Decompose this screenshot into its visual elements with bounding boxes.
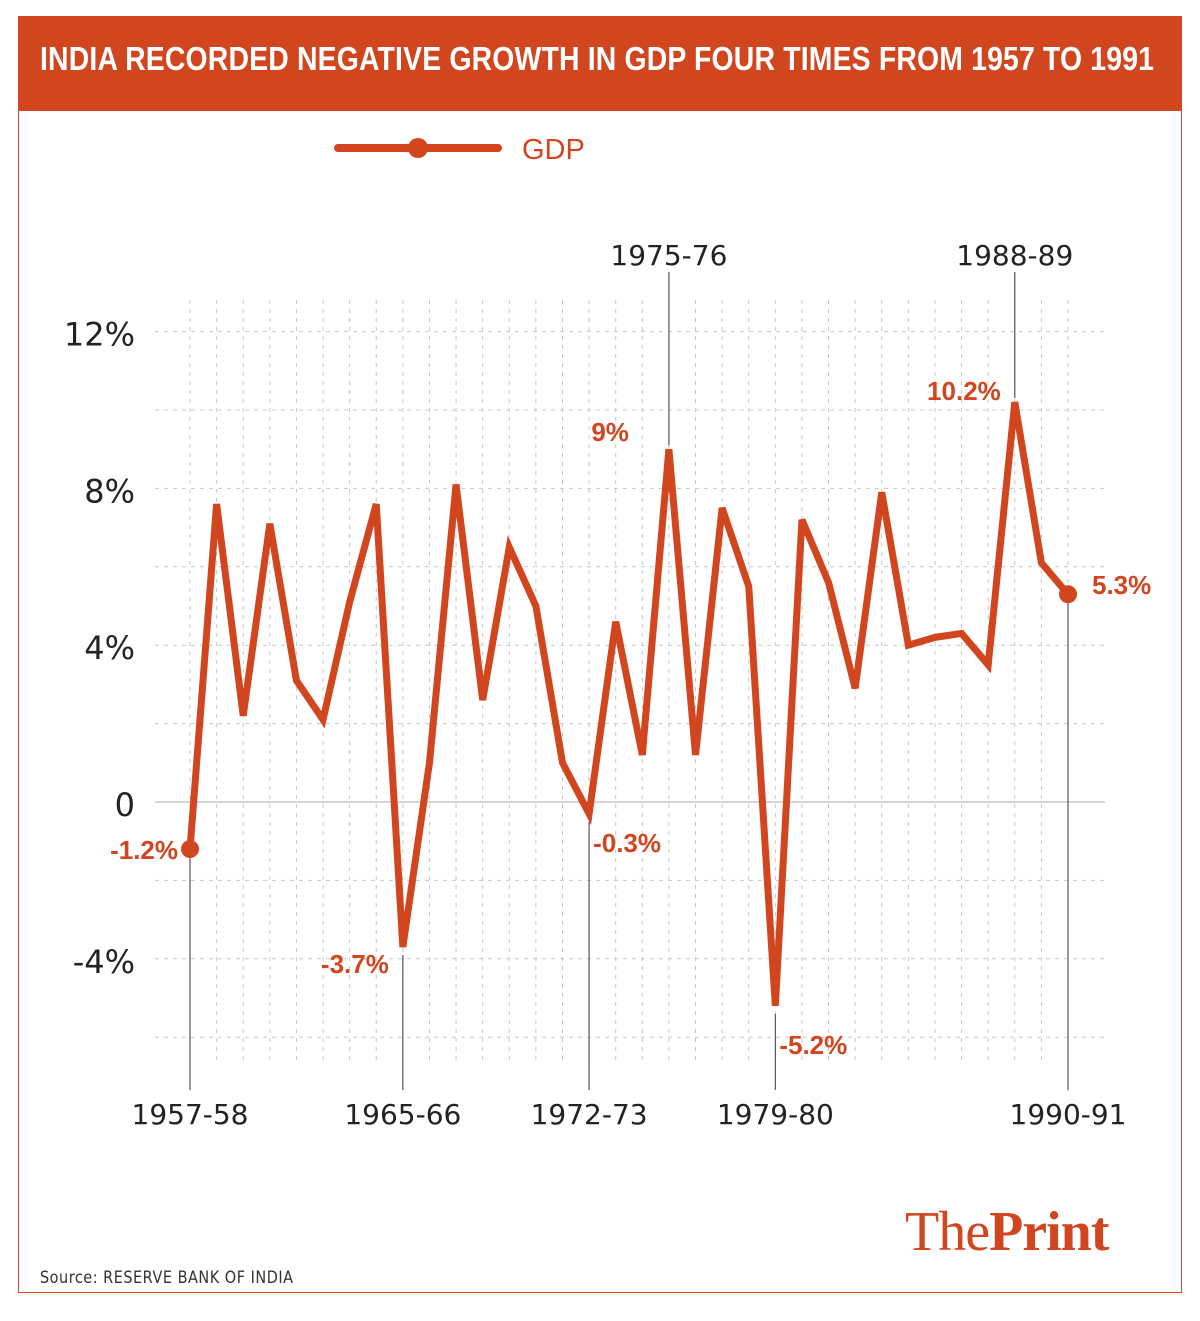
source-note: Source: RESERVE BANK OF INDIA xyxy=(40,1268,294,1288)
data-value-label: 5.3% xyxy=(1092,570,1151,600)
data-value-label: -5.2% xyxy=(779,1030,847,1060)
y-tick-label: 12% xyxy=(64,316,135,354)
legend-label: GDP xyxy=(522,134,585,166)
x-tick-label: 1990-91 xyxy=(1010,1098,1127,1131)
theprint-logo: ThePrint xyxy=(905,1200,1109,1264)
data-value-label: 10.2% xyxy=(927,376,1001,406)
chart-title: INDIA RECORDED NEGATIVE GROWTH IN GDP FO… xyxy=(40,40,1155,77)
top-period-label: 1975-76 xyxy=(610,239,727,272)
x-tick-label: 1957-58 xyxy=(132,1098,249,1131)
title-bar xyxy=(18,16,1182,111)
x-tick-label: 1979-80 xyxy=(717,1098,834,1131)
legend-marker-swatch xyxy=(408,138,428,158)
y-tick-label: 4% xyxy=(84,629,135,667)
data-value-label: -1.2% xyxy=(110,835,178,865)
data-value-label: -0.3% xyxy=(593,828,661,858)
x-tick-label: 1965-66 xyxy=(344,1098,461,1131)
gdp-series-line xyxy=(186,401,1072,1007)
data-value-label: 9% xyxy=(591,417,629,447)
logo-part-the: The xyxy=(905,1201,990,1263)
y-tick-label: 8% xyxy=(84,472,135,510)
logo-part-print: Print xyxy=(989,1201,1109,1263)
data-point-marker xyxy=(181,840,199,859)
y-tick-label: -4% xyxy=(73,943,135,981)
top-period-label: 1988-89 xyxy=(956,239,1073,272)
data-value-label: -3.7% xyxy=(321,949,389,979)
y-tick-label: 0 xyxy=(115,786,135,824)
x-tick-label: 1972-73 xyxy=(531,1098,648,1131)
data-point-marker xyxy=(1059,585,1077,604)
